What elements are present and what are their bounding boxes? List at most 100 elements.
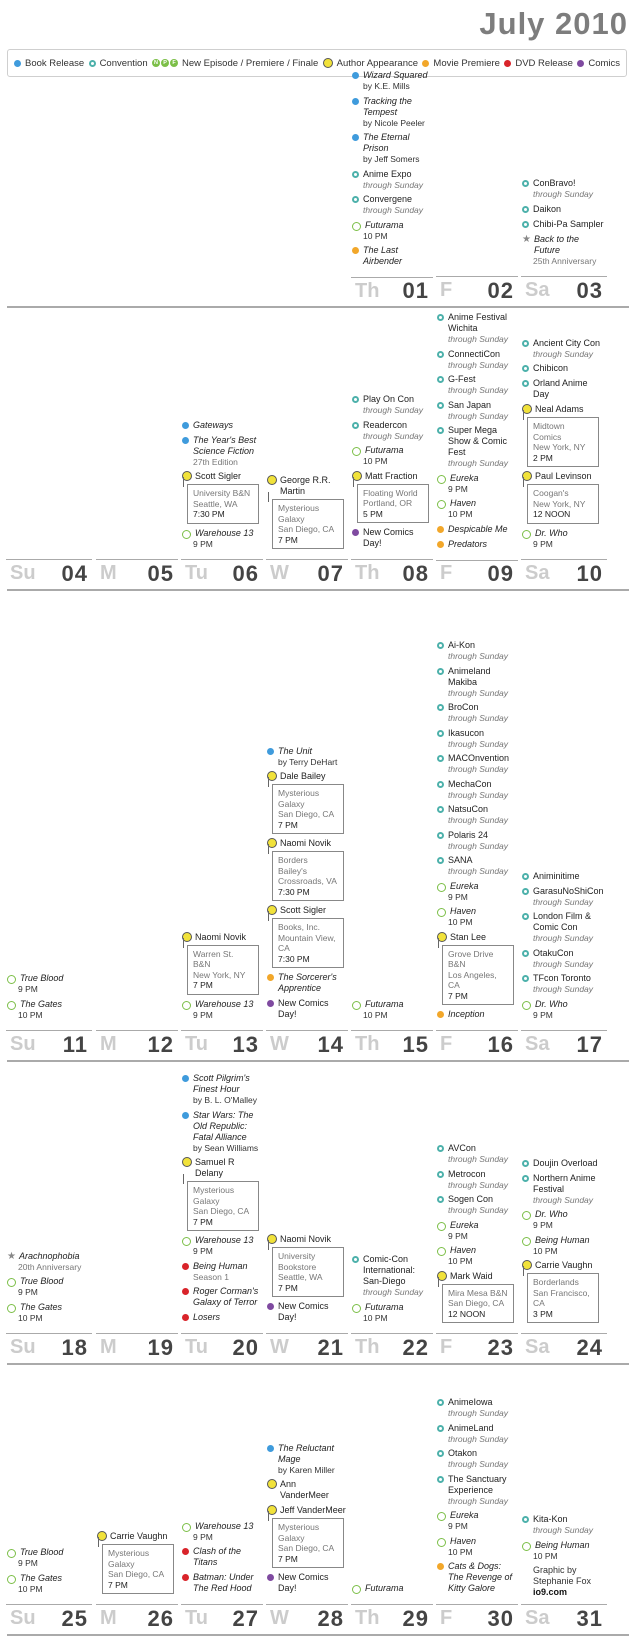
event-item[interactable]: New Comics Day! (267, 1301, 347, 1323)
event-item[interactable]: Haven 10 PM (437, 906, 517, 928)
event-item[interactable]: Otakon through Sunday (437, 1448, 517, 1470)
event-item[interactable]: Orland Anime Day (522, 378, 606, 400)
event-item[interactable]: Naomi Novik Borders Bailey's Crossroads, V… (267, 838, 347, 901)
event-item[interactable]: The Sorcerer's Apprentice (267, 972, 347, 994)
event-item[interactable]: The Year's Best Science Fiction 27th Edit… (182, 435, 262, 468)
event-item[interactable]: Gateways (182, 420, 262, 431)
event-item[interactable]: The Gates 10 PM (7, 999, 91, 1021)
event-item[interactable]: Animeland Makiba through Sunday (437, 666, 517, 699)
event-item[interactable]: Eureka 9 PM (437, 1510, 517, 1532)
event-item[interactable]: NatsuCon through Sunday (437, 804, 517, 826)
event-item[interactable]: Ann VanderMeer (267, 1479, 347, 1501)
event-item[interactable]: True Blood 9 PM (7, 1547, 91, 1569)
event-item[interactable]: New Comics Day! (267, 1572, 347, 1594)
event-item[interactable]: Warehouse 13 9 PM (182, 528, 262, 550)
event-item[interactable]: Futurama 10 PM (352, 220, 432, 242)
event-item[interactable]: MechaCon through Sunday (437, 779, 517, 801)
event-item[interactable]: Futurama (352, 1583, 432, 1594)
event-item[interactable]: ★ Arachnophobia 20th Anniversary (7, 1251, 91, 1273)
event-item[interactable]: MACOnvention through Sunday (437, 753, 517, 775)
event-item[interactable]: Warehouse 13 9 PM (182, 1521, 262, 1543)
event-item[interactable]: Tracking the Tempest by Nicole Peeler (352, 96, 432, 129)
event-item[interactable]: Predators (437, 539, 517, 550)
event-item[interactable]: Eureka 9 PM (437, 881, 517, 903)
event-item[interactable]: AnimeIowa through Sunday (437, 1397, 517, 1419)
event-item[interactable]: Super Mega Show & Comic Fest through Sund… (437, 425, 517, 469)
event-item[interactable]: Polaris 24 through Sunday (437, 830, 517, 852)
event-item[interactable]: George R.R. Martin Mysterious Galaxy San D… (267, 475, 347, 549)
event-item[interactable]: Losers (182, 1312, 262, 1323)
event-item[interactable]: Ai-Kon through Sunday (437, 640, 517, 662)
event-item[interactable]: Kita-Kon through Sunday (522, 1514, 606, 1536)
event-item[interactable]: Matt Fraction Floating World Portland, OR 5… (352, 470, 432, 523)
event-item[interactable]: True Blood 9 PM (7, 973, 91, 995)
event-item[interactable]: New Comics Day! (267, 998, 347, 1020)
event-item[interactable]: Futurama 10 PM (352, 999, 432, 1021)
event-item[interactable]: Ancient City Con through Sunday (522, 338, 606, 360)
event-item[interactable]: London Film & Comic Con through Sunday (522, 911, 606, 944)
event-item[interactable]: Despicable Me (437, 524, 517, 535)
event-item[interactable]: Doujin Overload (522, 1158, 606, 1169)
event-item[interactable]: Paul Levinson Coogan's New York, NY 12 NOON (522, 471, 606, 524)
event-item[interactable]: Naomi Novik University Bookstore Seattle, … (267, 1234, 347, 1297)
event-item[interactable]: ConnectiCon through Sunday (437, 349, 517, 371)
event-item[interactable]: Futurama 10 PM (352, 1302, 432, 1324)
event-item[interactable]: The Reluctant Mage by Karen Miller (267, 1443, 347, 1476)
event-item[interactable]: TFcon Toronto through Sunday (522, 973, 606, 995)
event-item[interactable]: San Japan through Sunday (437, 400, 517, 422)
event-item[interactable]: Play On Con through Sunday (352, 394, 432, 416)
event-item[interactable]: The Sanctuary Experience through Sunday (437, 1474, 517, 1507)
event-item[interactable]: Naomi Novik Warren St. B&N New York, NY 7 P… (182, 931, 262, 995)
event-item[interactable]: Carrie Vaughn Borderlands San Francisco, C… (522, 1260, 606, 1323)
event-item[interactable]: ★ Back to the Future 25th Anniversary (522, 234, 606, 267)
event-item[interactable]: Stan Lee Grove Drive B&N Los Angeles, CA 7 … (437, 931, 517, 1005)
event-item[interactable]: The Last Airbender (352, 245, 432, 267)
event-item[interactable]: Clash of the Titans (182, 1546, 262, 1568)
event-item[interactable]: SANA through Sunday (437, 855, 517, 877)
event-item[interactable]: Being Human 10 PM (522, 1540, 606, 1562)
event-item[interactable]: GarasuNoShiCon through Sunday (522, 886, 606, 908)
event-item[interactable]: Scott Pilgrim's Finest Hour by B. L. O'Ma… (182, 1073, 262, 1106)
event-item[interactable]: Roger Corman's Galaxy of Terror (182, 1286, 262, 1308)
event-item[interactable]: Star Wars: The Old Republic: Fatal Allia… (182, 1110, 262, 1154)
event-item[interactable]: Chibi-Pa Sampler (522, 219, 606, 230)
event-item[interactable]: Scott Sigler University B&N Seattle, WA 7:3… (182, 471, 262, 524)
event-item[interactable]: OtakuCon through Sunday (522, 948, 606, 970)
event-item[interactable]: New Comics Day! (352, 527, 432, 549)
event-item[interactable]: Chibicon (522, 363, 606, 374)
event-item[interactable]: Batman: Under The Red Hood (182, 1572, 262, 1594)
event-item[interactable]: The Unit by Terry DeHart (267, 746, 347, 768)
event-item[interactable]: Scott Sigler Books, Inc. Mountain View, CA… (267, 905, 347, 968)
event-item[interactable]: Jeff VanderMeer Mysterious Galaxy San Dieg… (267, 1505, 347, 1568)
event-item[interactable]: Haven 10 PM (437, 1536, 517, 1558)
event-item[interactable]: Carrie Vaughn Mysterious Galaxy San Diego,… (97, 1531, 177, 1594)
event-item[interactable]: Sogen Con through Sunday (437, 1194, 517, 1216)
event-item[interactable]: Comic-Con International: San-Diego throug… (352, 1254, 432, 1298)
event-item[interactable]: Anime Festival Wichita through Sunday (437, 312, 517, 345)
event-item[interactable]: BroCon through Sunday (437, 702, 517, 724)
event-item[interactable]: Dr. Who 9 PM (522, 1209, 606, 1231)
event-item[interactable]: The Gates 10 PM (7, 1302, 91, 1324)
event-item[interactable]: Daikon (522, 204, 606, 215)
event-item[interactable]: Haven 10 PM (437, 1245, 517, 1267)
event-item[interactable]: Metrocon through Sunday (437, 1169, 517, 1191)
event-item[interactable]: Warehouse 13 9 PM (182, 999, 262, 1021)
event-item[interactable]: Eureka 9 PM (437, 1220, 517, 1242)
event-item[interactable]: Dr. Who 9 PM (522, 528, 606, 550)
event-item[interactable]: Warehouse 13 9 PM (182, 1235, 262, 1257)
event-item[interactable]: The Eternal Prison by Jeff Somers (352, 132, 432, 165)
event-item[interactable]: Eureka 9 PM (437, 473, 517, 495)
event-item[interactable]: Inception (437, 1009, 517, 1020)
event-item[interactable]: G-Fest through Sunday (437, 374, 517, 396)
event-item[interactable]: ConBravo! through Sunday (522, 178, 606, 200)
event-item[interactable]: Haven 10 PM (437, 498, 517, 520)
event-item[interactable]: Wizard Squared by K.E. Mills (352, 70, 432, 92)
event-item[interactable]: Mark Waid Mira Mesa B&N San Diego, CA 12 NO… (437, 1270, 517, 1323)
event-item[interactable]: Being Human 10 PM (522, 1235, 606, 1257)
event-item[interactable]: The Gates 10 PM (7, 1573, 91, 1595)
event-item[interactable]: Being Human Season 1 (182, 1261, 262, 1283)
event-item[interactable]: AnimeLand through Sunday (437, 1423, 517, 1445)
event-item[interactable]: Neal Adams Midtown Comics New York, NY 2 PM (522, 404, 606, 467)
event-item[interactable]: Animinitime (522, 871, 606, 882)
event-item[interactable]: Readercon through Sunday (352, 420, 432, 442)
